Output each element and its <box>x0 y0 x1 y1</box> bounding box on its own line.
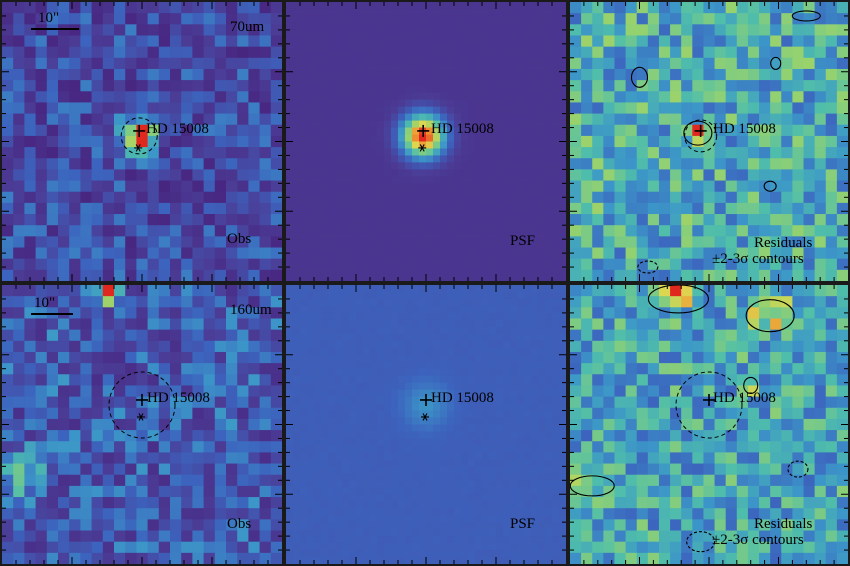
residuals-label: Residuals <box>754 516 813 532</box>
star-label: HD 15008 <box>713 121 776 137</box>
star-label: HD 15008 <box>431 390 494 406</box>
residual-70um-map <box>570 2 848 281</box>
star-label: HD 15008 <box>713 390 776 406</box>
panel-psf-70um: HD 15008 PSF <box>284 0 568 283</box>
contours-label: ±2-3σ contours <box>712 532 804 548</box>
panel-label-obs: Obs <box>227 516 252 532</box>
panel-label-psf: PSF <box>510 233 536 249</box>
panel-psf-160um: HD 15008 PSF <box>284 283 568 566</box>
obs-70um-map <box>2 2 282 281</box>
star-label: HD 15008 <box>146 121 209 137</box>
panel-label-psf: PSF <box>510 516 536 532</box>
panel-obs-160um: 10" 160um HD 15008 Obs <box>0 283 284 566</box>
contours-label: ±2-3σ contours <box>712 251 804 267</box>
panel-residual-160um: HD 15008 Residuals ±2-3σ contours <box>568 283 850 566</box>
panel-residual-70um: HD 15008 Residuals ±2-3σ contours <box>568 0 850 283</box>
residual-160um-map <box>570 285 848 564</box>
wavelength-label: 160um <box>230 302 272 318</box>
scale-bar <box>31 313 73 315</box>
residuals-label: Residuals <box>754 235 813 251</box>
star-label: HD 15008 <box>431 121 494 137</box>
panel-obs-70um: 10" 70um HD 15008 Obs <box>0 0 284 283</box>
wavelength-label: 70um <box>230 19 265 35</box>
panel-label-obs: Obs <box>227 231 252 247</box>
scale-bar-label: 10" <box>38 10 60 26</box>
scale-bar <box>31 28 79 30</box>
star-label: HD 15008 <box>147 390 210 406</box>
scale-bar-label: 10" <box>34 295 56 311</box>
psf-70um-map <box>286 2 566 281</box>
psf-160um-map <box>286 285 566 564</box>
